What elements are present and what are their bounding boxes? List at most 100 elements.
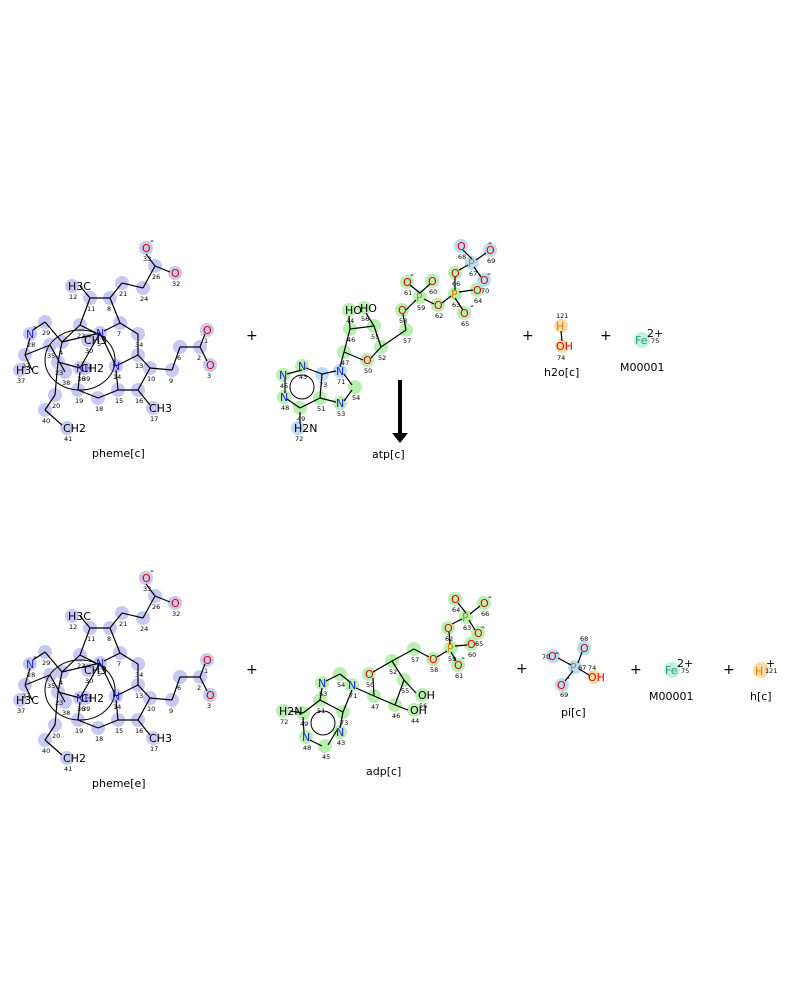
atom-label: P bbox=[462, 611, 469, 624]
bond bbox=[137, 719, 151, 736]
atom-number: 29 bbox=[42, 659, 50, 667]
bond bbox=[454, 297, 464, 311]
charge-minus: - bbox=[566, 671, 570, 684]
pi-oh-highlight bbox=[587, 670, 601, 684]
atom-number: 28 bbox=[27, 671, 35, 679]
bond bbox=[286, 398, 301, 409]
atom-label: N bbox=[348, 679, 356, 692]
plus-sign: + bbox=[516, 661, 528, 677]
bond bbox=[299, 397, 321, 409]
bond bbox=[451, 618, 463, 625]
atom-number: 38 bbox=[62, 379, 70, 387]
h-charge: + bbox=[766, 657, 775, 670]
plus-sign: + bbox=[246, 662, 258, 678]
bond bbox=[145, 583, 156, 597]
atom-oh: OH bbox=[588, 671, 605, 684]
bond bbox=[79, 285, 91, 299]
atom-number: 48 bbox=[281, 404, 289, 412]
atom-number: 36 bbox=[77, 705, 85, 713]
bond bbox=[343, 351, 364, 361]
bond bbox=[321, 370, 337, 375]
atom-number: 3 bbox=[207, 372, 211, 380]
bond bbox=[355, 687, 375, 697]
label-pi-c: pi[c] bbox=[561, 706, 586, 719]
atom-number: 41 bbox=[64, 765, 72, 773]
atom-number: 33 bbox=[143, 585, 151, 593]
bond bbox=[57, 691, 81, 699]
atom-label: O bbox=[203, 654, 212, 667]
atom-label: O bbox=[206, 359, 215, 372]
molecule-pi-c: O O P O OH 70 68 67 74 69 pi[c] -- bbox=[542, 635, 605, 719]
atom-label: OH bbox=[418, 689, 435, 702]
bond bbox=[423, 298, 435, 305]
atom-label: O bbox=[480, 274, 489, 287]
bond bbox=[413, 648, 430, 658]
atom-number: 49 bbox=[300, 720, 308, 728]
atom-highlight bbox=[65, 279, 79, 293]
atom-highlight bbox=[60, 751, 74, 765]
atom-highlight bbox=[291, 421, 305, 435]
bond bbox=[32, 651, 46, 661]
bond bbox=[319, 699, 344, 713]
label-m00001: M00001 bbox=[649, 690, 693, 703]
atom-label: CH2 bbox=[63, 422, 86, 435]
atom-label: HO bbox=[345, 304, 362, 317]
bond bbox=[380, 329, 407, 348]
atom-number: 11 bbox=[87, 305, 95, 313]
bond bbox=[61, 654, 81, 673]
atom-highlight bbox=[465, 256, 479, 270]
atom-number: 55 bbox=[401, 687, 409, 695]
atom-number: 44 bbox=[411, 717, 419, 725]
atom-h: H bbox=[755, 665, 763, 678]
atom-label: O bbox=[398, 304, 407, 317]
atom-label: O bbox=[171, 597, 180, 610]
bond bbox=[77, 389, 99, 399]
atom-label: N bbox=[26, 328, 34, 341]
bond bbox=[79, 662, 101, 699]
charge-minus: - bbox=[410, 268, 414, 281]
atom-number: 73 bbox=[319, 381, 327, 389]
atom-highlight bbox=[413, 290, 427, 304]
bond bbox=[458, 264, 469, 271]
bond bbox=[54, 361, 59, 396]
bond bbox=[97, 719, 119, 729]
bond bbox=[54, 691, 59, 726]
atom-o: O bbox=[580, 642, 589, 655]
atom-highlight bbox=[360, 353, 374, 367]
bond bbox=[142, 265, 156, 289]
bond bbox=[199, 346, 208, 362]
atom-label: CH2 bbox=[81, 692, 104, 705]
atom-label: O bbox=[206, 689, 215, 702]
atom-label: O bbox=[454, 659, 463, 672]
bond bbox=[137, 684, 151, 699]
atom-highlight bbox=[451, 658, 465, 672]
bond bbox=[99, 332, 117, 367]
atom-highlight bbox=[395, 303, 409, 317]
charge-minus: - bbox=[150, 234, 154, 247]
plus-sign: + bbox=[522, 328, 534, 344]
atom-label: O bbox=[467, 638, 476, 651]
atom-number: 64 bbox=[474, 297, 482, 305]
atom-number: 43 bbox=[299, 373, 307, 381]
atom-label: N bbox=[336, 365, 344, 378]
atom-number: 15 bbox=[115, 727, 123, 735]
bond bbox=[319, 373, 323, 399]
ring-circle bbox=[310, 710, 336, 736]
atom-number: 9 bbox=[169, 377, 173, 385]
pheme-bonds bbox=[24, 253, 208, 426]
atom-label: O bbox=[460, 307, 469, 320]
atom-number: 16 bbox=[135, 727, 143, 735]
pheme-highlight bbox=[13, 571, 217, 765]
bond bbox=[97, 389, 119, 399]
atom-label: CH2 bbox=[63, 752, 86, 765]
atom-o: O bbox=[548, 650, 557, 663]
atom-number: 59 bbox=[417, 304, 425, 312]
atom-number: 61 bbox=[404, 289, 412, 297]
bond bbox=[24, 354, 33, 371]
atom-number: 14 bbox=[113, 373, 121, 381]
atom-number: 23 bbox=[55, 699, 63, 707]
atom-label: O bbox=[451, 593, 460, 606]
atom-number: 53 bbox=[319, 690, 327, 698]
